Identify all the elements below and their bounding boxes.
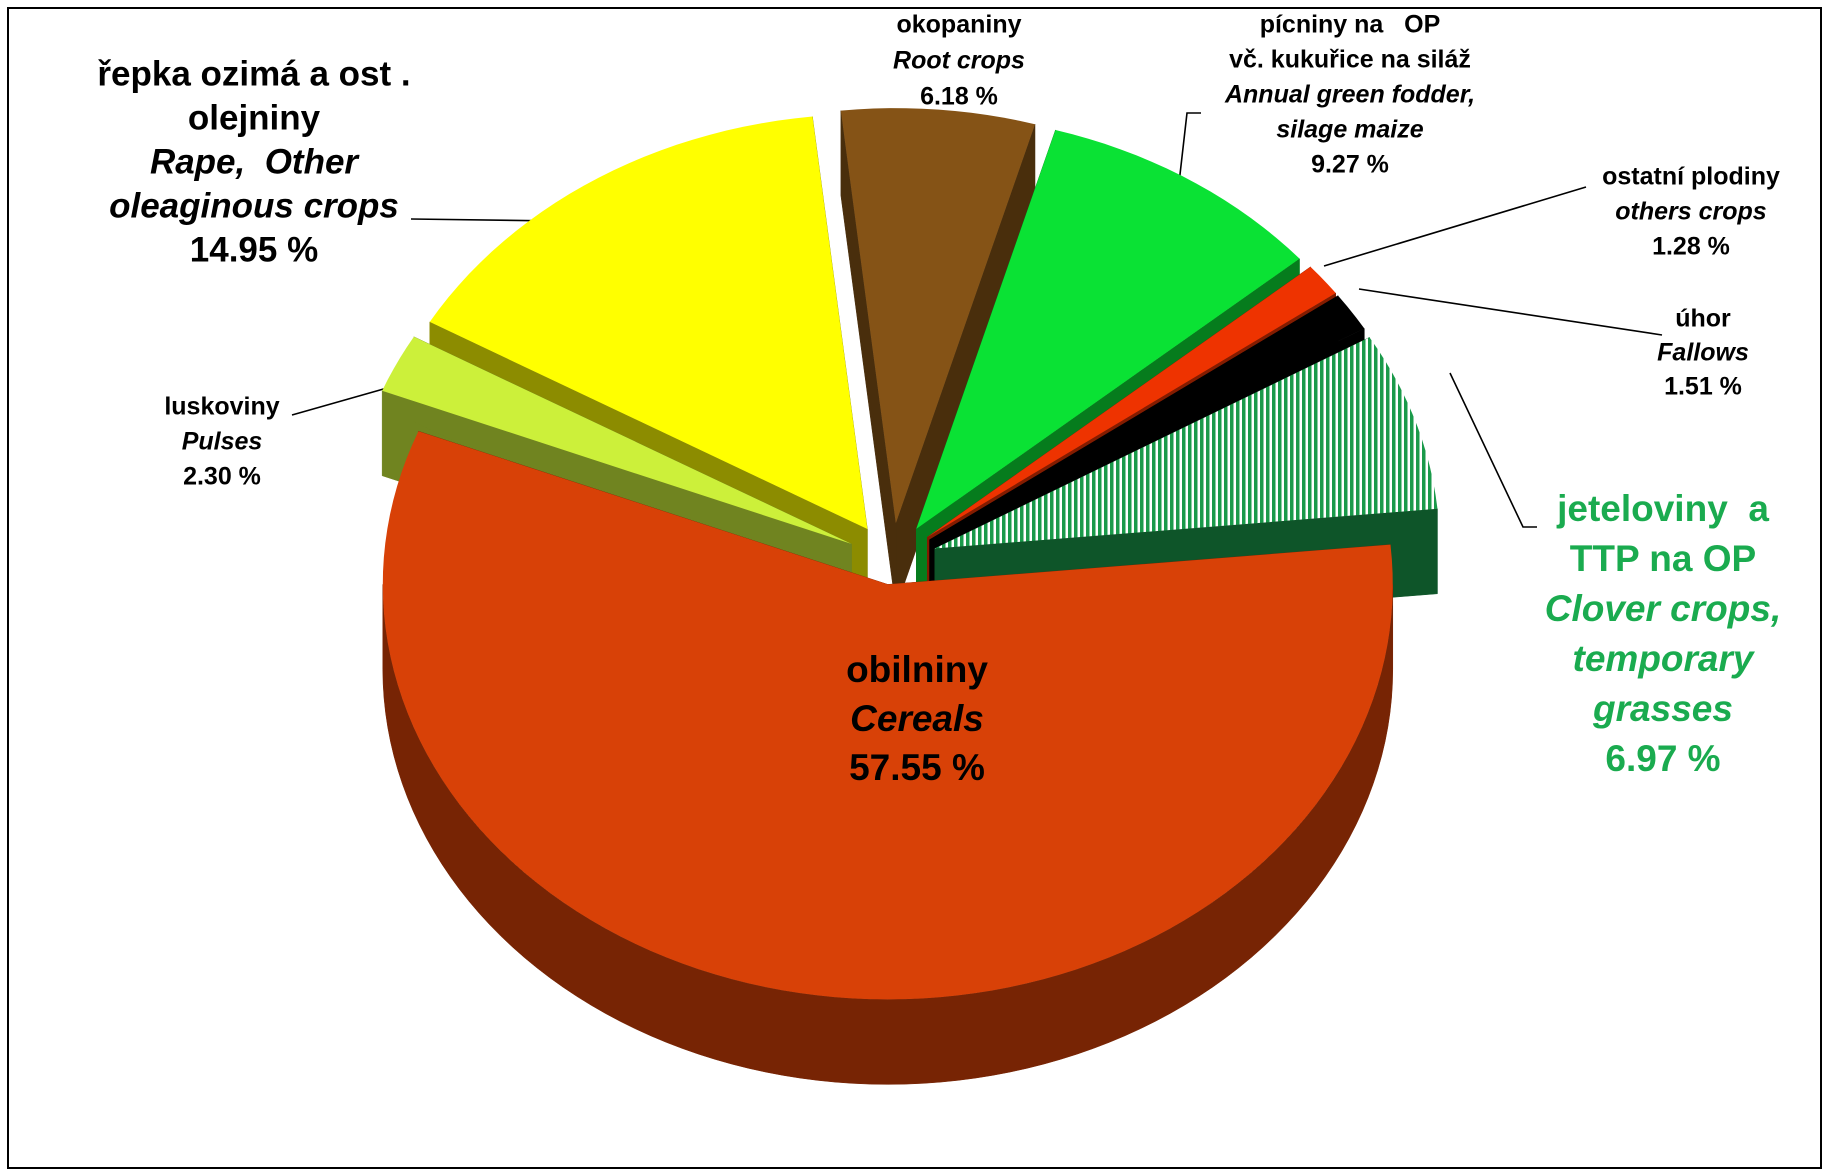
- value-label: 6.18 %: [920, 83, 998, 111]
- slice-tops: [382, 108, 1438, 1000]
- label-name-en: temporary: [1573, 638, 1756, 679]
- pie-slice: [934, 337, 1438, 549]
- label-name-en: others crops: [1615, 198, 1767, 226]
- label-name-en: Cereals: [850, 698, 984, 739]
- label-name: řepka ozimá a ost .: [97, 54, 410, 93]
- pie-slice: [382, 336, 852, 544]
- slice-label: jeteloviny a TTP na OP Clover crops, tempor…: [1545, 488, 1781, 779]
- value-label: 2.30 %: [183, 463, 261, 491]
- label-name: okopaniny: [896, 11, 1021, 39]
- label-name-en: Annual green fodder,: [1224, 81, 1475, 109]
- label-name-en: oleaginous crops: [109, 186, 399, 225]
- leader-line: [1449, 372, 1537, 528]
- label-name-en: silage maize: [1276, 116, 1423, 144]
- label-name-en: Rape, Other: [150, 142, 360, 181]
- leader-line: [1358, 288, 1663, 336]
- label-name-en: grasses: [1592, 688, 1733, 729]
- leader-line: [1323, 186, 1587, 267]
- pie-slice: [840, 108, 1036, 524]
- pie-slice: [929, 295, 1365, 540]
- slice-label: pícniny na OP vč. kukuřice na siláž Annual…: [1224, 11, 1475, 179]
- slice-labels: obilniny Cereals 57.55 % luskoviny Pulses 2.3…: [97, 11, 1781, 788]
- value-label: 57.55 %: [849, 747, 985, 788]
- label-name: vč. kukuřice na siláž: [1229, 46, 1471, 74]
- label-name: TTP na OP: [1570, 538, 1756, 579]
- pie-slice: [382, 431, 1393, 1000]
- pie-slice: [927, 266, 1336, 538]
- value-label: 9.27 %: [1311, 151, 1389, 179]
- pie-slice: [916, 129, 1300, 529]
- pie-slice: [429, 116, 868, 530]
- label-name: luskoviny: [164, 393, 279, 421]
- label-name: jeteloviny a: [1556, 488, 1769, 529]
- label-name-en: Pulses: [182, 428, 263, 456]
- label-name: olejniny: [188, 98, 321, 137]
- label-name: ostatní plodiny: [1602, 163, 1780, 191]
- leader-line: [1177, 112, 1201, 193]
- slice-label: úhor Fallows 1.51 %: [1657, 305, 1749, 401]
- value-label: 1.51 %: [1664, 373, 1742, 401]
- label-name: obilniny: [846, 649, 988, 690]
- slice-label: ostatní plodiny others crops 1.28 %: [1602, 163, 1780, 261]
- label-name: úhor: [1675, 305, 1731, 333]
- value-label: 6.97 %: [1605, 738, 1720, 779]
- slice-label: obilniny Cereals 57.55 %: [846, 649, 988, 788]
- slice-label: luskoviny Pulses 2.30 %: [164, 393, 279, 491]
- label-name-en: Fallows: [1657, 339, 1749, 367]
- value-label: 1.28 %: [1652, 233, 1730, 261]
- slice-label: řepka ozimá a ost . olejniny Rape, Other ol…: [97, 54, 410, 269]
- value-label: 14.95 %: [190, 230, 318, 269]
- label-name: pícniny na OP: [1260, 11, 1441, 39]
- chart-frame: [7, 7, 1822, 1169]
- slice-label: okopaniny Root crops 6.18 %: [893, 11, 1025, 111]
- label-name-en: Clover crops,: [1545, 588, 1781, 629]
- label-name-en: Root crops: [893, 47, 1025, 75]
